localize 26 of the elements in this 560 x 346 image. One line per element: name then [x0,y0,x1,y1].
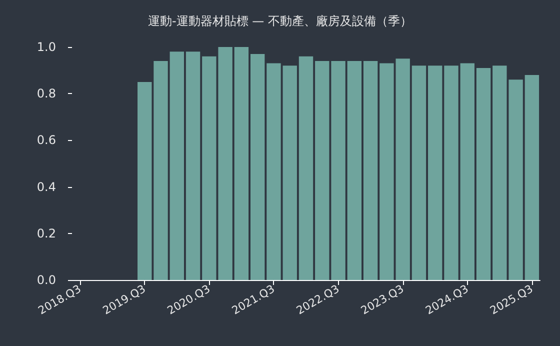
bar [266,63,281,280]
y-tick-label: 0.0 [36,273,56,287]
bar [363,60,378,280]
bar [170,52,184,280]
chart-title: 運動-運動器材貼標 — 不動產、廠房及設備（季） [148,14,412,28]
bar [331,60,346,280]
y-tick-label: 0.8 [36,86,56,101]
bar [428,66,442,280]
bar [186,52,200,280]
bar [298,56,314,280]
bar [347,60,362,280]
bar [250,54,265,280]
y-tick-label: 0.6 [36,133,56,148]
y-tick-label: 1.0 [36,40,56,54]
y-tick-label: 0.2 [36,226,56,240]
bar [444,66,458,280]
y-tick-label: 0.4 [36,180,56,194]
bar [524,74,540,280]
bar [412,66,426,280]
bar [154,60,168,280]
bar [460,63,474,280]
bar [315,60,330,280]
bar [138,82,152,280]
bar [282,66,297,280]
bar [234,47,249,280]
bar [476,68,491,280]
